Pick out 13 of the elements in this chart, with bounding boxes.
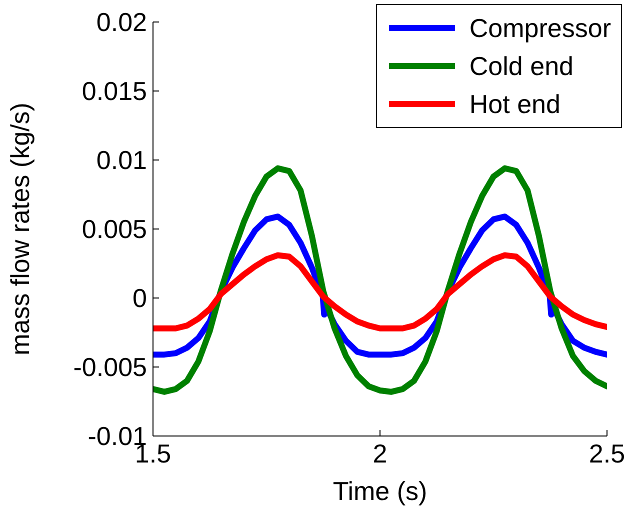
x-axis-title: Time (s) [332,476,428,506]
y-tick-label: 0.015 [82,76,147,106]
legend-label: Cold end [469,50,574,83]
legend-label: Compressor [469,12,611,45]
x-tick-label: 2 [372,438,388,468]
y-tick-label: 0 [132,283,147,314]
legend-label: Hot end [469,88,560,121]
y-tick-label: 0.01 [96,145,147,176]
y-tick-label: -0.005 [73,352,147,382]
y-tick-label: 0.02 [96,7,147,38]
x-tick-label: 2.5 [588,438,626,468]
y-tick-label: 0.005 [82,214,147,244]
y-axis-title: mass flow rates (kg/s) [5,102,36,356]
